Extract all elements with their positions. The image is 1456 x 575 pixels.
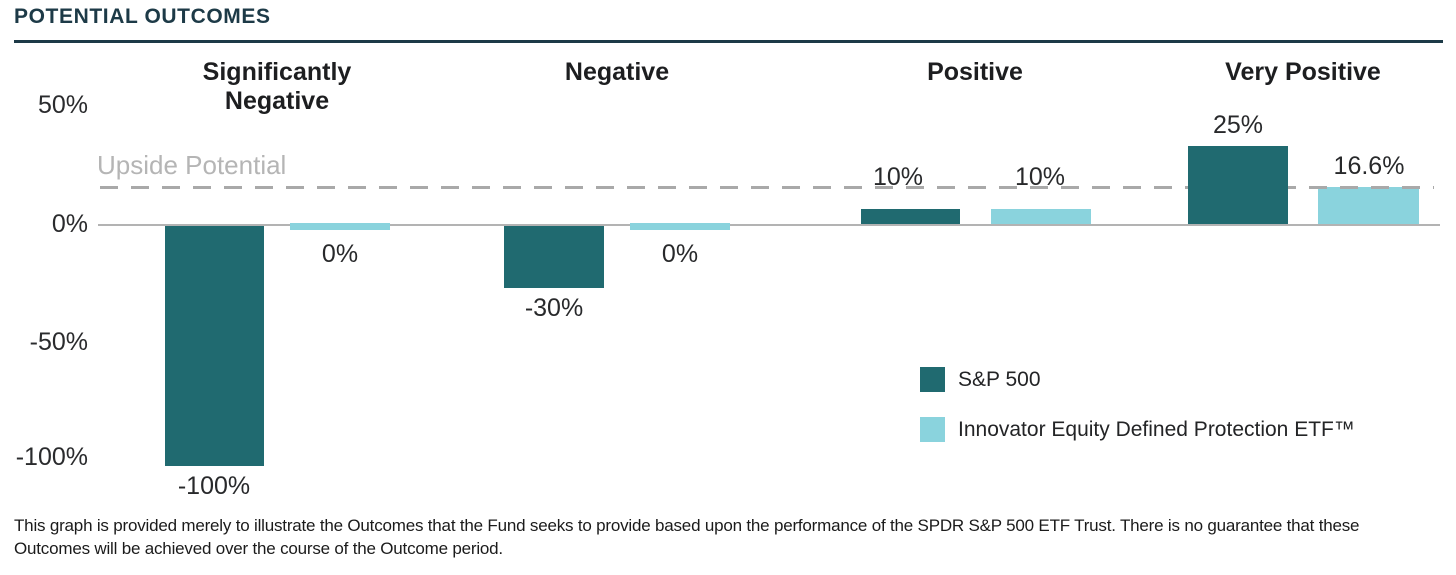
bar-etf-very-positive bbox=[1318, 187, 1419, 224]
label-etf-very-positive: 16.6% bbox=[1333, 152, 1405, 180]
bar-sp500-positive bbox=[861, 209, 960, 224]
upside-potential-dashed-line bbox=[100, 186, 1434, 189]
page-title: POTENTIAL OUTCOMES bbox=[14, 5, 271, 28]
title-divider bbox=[14, 40, 1443, 43]
label-etf-positive: 10% bbox=[1014, 163, 1066, 191]
bar-etf-positive bbox=[991, 209, 1091, 224]
bar-etf-significantly-negative bbox=[290, 223, 390, 230]
y-tick-neg50: -50% bbox=[29, 328, 88, 356]
legend-swatch-etf bbox=[920, 417, 945, 442]
y-tick-neg100: -100% bbox=[15, 443, 88, 471]
legend-swatch-sp500 bbox=[920, 367, 945, 392]
bar-sp500-negative bbox=[504, 226, 604, 288]
disclaimer-text: This graph is provided merely to illustr… bbox=[14, 516, 1360, 558]
category-very-positive: Very Positive bbox=[1225, 58, 1381, 86]
category-positive: Positive bbox=[927, 58, 1023, 86]
zero-axis-line bbox=[98, 224, 1440, 226]
category-significantly-negative: Significantly Negative bbox=[202, 58, 352, 115]
label-etf-significantly-negative: 0% bbox=[321, 240, 359, 268]
label-sp500-significantly-negative: -100% bbox=[177, 472, 251, 500]
legend-label-sp500: S&P 500 bbox=[958, 368, 1041, 391]
bar-etf-negative bbox=[630, 223, 730, 230]
y-tick-0: 0% bbox=[51, 210, 88, 238]
category-negative: Negative bbox=[564, 58, 670, 86]
label-sp500-negative: -30% bbox=[524, 294, 584, 322]
label-etf-negative: 0% bbox=[661, 240, 699, 268]
upside-potential-label: Upside Potential bbox=[97, 150, 287, 180]
label-sp500-positive: 10% bbox=[872, 163, 924, 191]
y-tick-50: 50% bbox=[37, 91, 88, 119]
bar-sp500-significantly-negative bbox=[165, 226, 264, 466]
bar-sp500-very-positive bbox=[1188, 146, 1288, 224]
label-sp500-very-positive: 25% bbox=[1212, 111, 1264, 139]
legend-label-etf: Innovator Equity Defined Protection ETF™ bbox=[958, 418, 1355, 441]
